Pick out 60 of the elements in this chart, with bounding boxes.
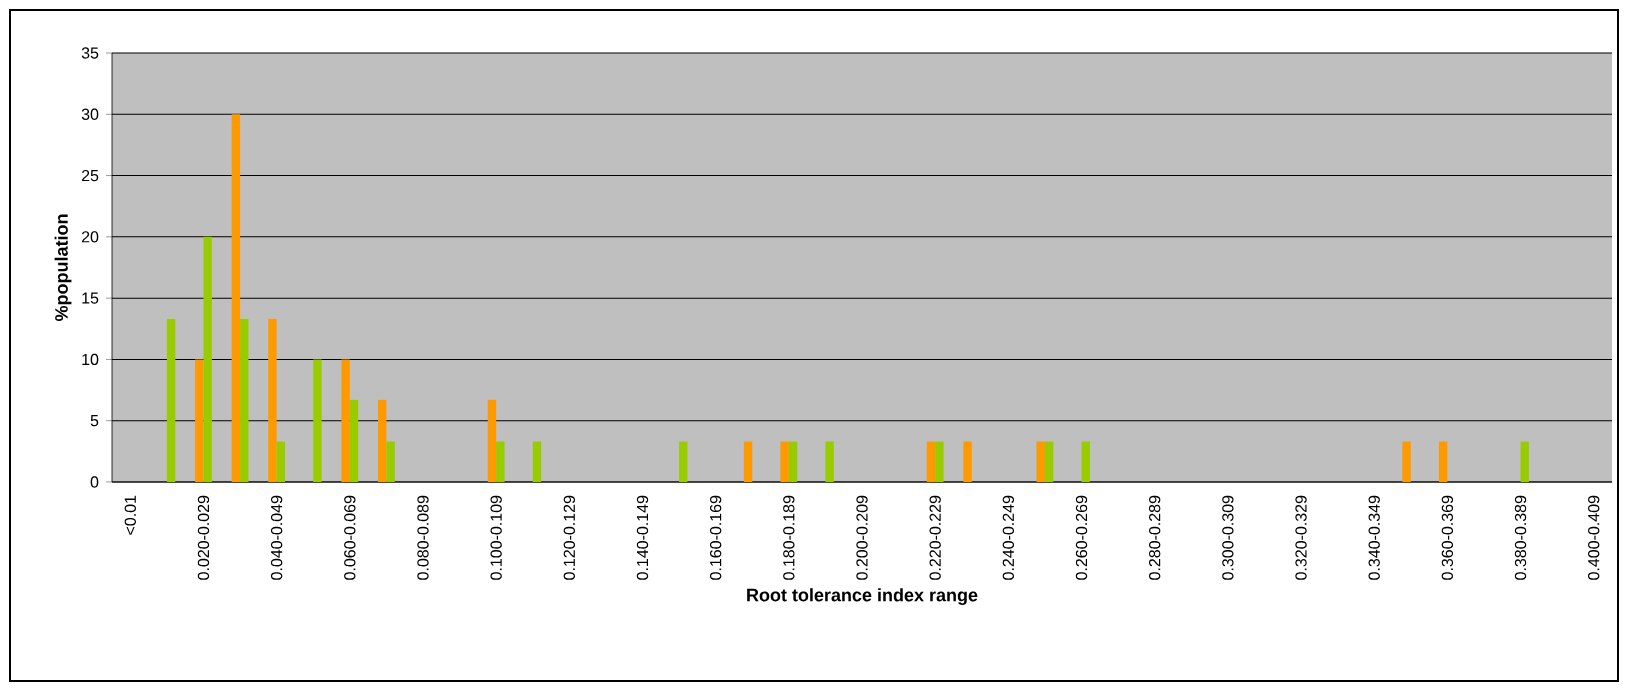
bar [231,114,241,482]
bar [1044,441,1054,482]
bar [195,359,204,482]
x-tick-label: 0.060-0.069 [344,495,356,580]
y-tick-label: 30 [81,108,99,120]
y-tick-label: 10 [82,353,99,366]
bar [825,441,834,482]
y-tick-label: 0 [90,476,99,488]
x-tick-label: 0.320-0.329 [1295,495,1307,580]
bar [1081,441,1090,482]
bar [1402,441,1411,482]
x-tick-label: 0.220-0.229 [929,495,941,580]
bar [743,441,753,482]
x-tick-label: 0.100-0.109 [490,495,502,580]
x-tick-label: 0.140-0.149 [636,495,649,580]
x-tick-label: 0.380-0.389 [1514,495,1527,580]
y-axis-title: %population [54,214,72,322]
y-tick-label: 20 [81,231,99,243]
x-tick-label: 0.400-0.409 [1588,495,1600,580]
x-tick-label: 0.260-0.269 [1075,495,1088,580]
x-tick-label: 0.180-0.189 [783,495,795,580]
bar [349,399,359,482]
x-tick-label: 0.120-0.129 [563,495,575,580]
x-tick-label: 0.340-0.349 [1368,495,1380,580]
y-tick-label: 5 [90,415,99,427]
x-tick-label: 0.360-0.369 [1441,495,1454,580]
bar [276,441,286,482]
bar [487,399,497,482]
x-tick-label: 0.200-0.209 [856,495,868,580]
bar [377,399,387,482]
x-tick-label: 0.080-0.089 [417,495,429,580]
bar [1438,441,1448,482]
bar [341,359,350,482]
bar [313,359,322,482]
bar [1520,441,1529,482]
x-tick-label: 0.020-0.029 [197,495,210,580]
x-tick-label: <0.01 [124,495,136,535]
x-tick-label: 0.280-0.289 [1149,495,1161,580]
bar [963,441,972,482]
bar [935,441,944,482]
x-tick-label: 0.300-0.309 [1222,495,1234,580]
x-tick-label: 0.240-0.249 [1002,495,1015,580]
bar [532,441,542,482]
bar [926,441,936,482]
bar [268,318,277,482]
y-tick-label: 25 [81,169,99,182]
bar [240,318,249,482]
bar [788,441,798,482]
x-tick-label: 0.040-0.049 [270,495,283,580]
bar [1036,441,1045,482]
y-tick-label: 15 [82,292,99,304]
bar [203,236,212,482]
bar [780,441,789,482]
bar [679,441,688,482]
x-axis-title: Root tolerance index range [747,588,978,606]
y-tick-label: 35 [81,47,99,59]
bar [496,441,505,482]
bar [166,318,176,482]
bar [386,441,395,482]
x-tick-label: 0.160-0.169 [710,495,722,580]
